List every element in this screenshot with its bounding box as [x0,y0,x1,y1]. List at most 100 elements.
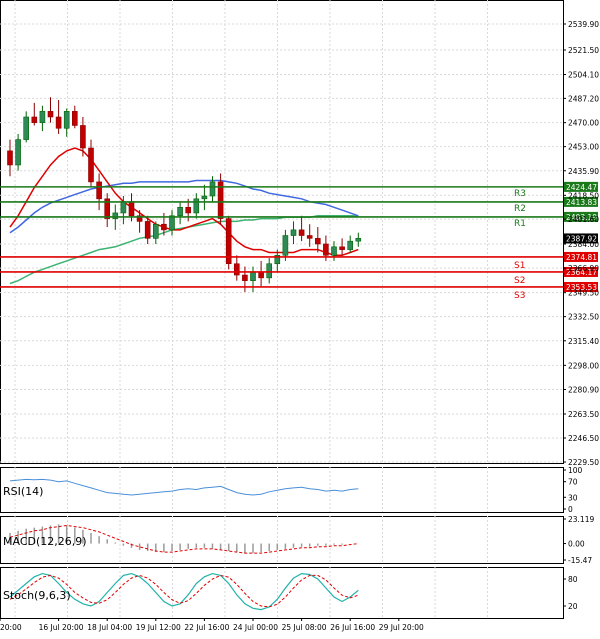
price-tick-label: 2401.60 [568,215,599,224]
price-tick-label: 2470.00 [568,119,599,128]
macd-panel-frame [0,516,564,564]
candle-body [72,111,78,126]
candle-body [177,206,183,217]
price-tick-label: 2521.50 [568,46,599,55]
stoch-k-line [9,572,359,611]
candle-body [55,116,62,129]
candle-body [201,195,208,200]
stoch-d-line [9,574,359,608]
candle-body [290,229,297,236]
level-price-label: 2364.17 [566,268,597,277]
level-name-s2: S2 [514,276,525,286]
level-price-label: 2413.83 [566,198,597,207]
osc-tick-label: 100 [568,466,583,475]
candle-body [209,181,216,197]
last-price-tag [564,233,598,244]
osc-tick-label: 0 [568,505,573,514]
sma-red-line [9,147,359,257]
price-tick-label: 2246.50 [568,434,599,443]
candle-body [314,238,321,245]
candle-body [331,246,337,256]
candle-body [217,181,224,219]
candle-body [161,223,167,231]
level-name-s1: S1 [514,261,525,271]
time-tick-label: 16 Jul 20:00 [39,623,84,632]
candle-body [144,221,151,239]
osc-tick-label: -15.47 [568,556,592,565]
candle-body [169,215,175,231]
price-axis: 2539.90 2521.50 2504.10 2487.20 2470.00 2453.… [563,20,599,467]
level-price-tag [564,181,598,192]
candle-body [234,263,240,276]
candle-body [15,139,21,166]
price-tick-label: 2349.50 [568,289,599,298]
grid-layer [0,0,564,619]
level-price-tag [564,196,598,207]
candle-body [96,181,102,200]
candle-body [7,150,13,166]
candle-body [185,206,191,214]
rsi-panel: 100 70 30 0 RSI(14) [3,466,583,514]
candle-body [39,111,46,123]
candle-body [104,198,110,219]
level-name-r1: R1 [514,219,526,229]
price-panel [7,97,362,292]
time-tick-label: 29 Jul 20:00 [379,623,424,632]
price-tick-label: 2332.50 [568,313,599,322]
candle-body [250,271,256,281]
level-price-tag [564,211,598,222]
candle-body [266,263,273,279]
candle-body [298,229,305,236]
candle-body [258,271,264,279]
sma-blue-line [9,179,359,234]
macd-panel: 23.119 0.00 -15.47 MACD(12,26,9) [3,515,594,565]
candle-body [225,218,232,265]
candle-body [112,212,119,219]
osc-tick-label: 23.119 [568,515,594,524]
macd-signal-line [9,524,359,554]
candle-body [242,274,248,281]
time-tick-label: 20:00 [0,623,22,632]
time-tick-label: 26 Jul 16:00 [330,623,375,632]
candle-body [88,147,94,183]
candle-body [153,223,159,239]
candle-body [136,215,143,222]
osc-tick-label: 70 [568,478,578,487]
time-tick-label: 22 Jul 16:00 [184,623,229,632]
stoch-panel-frame [0,567,564,619]
price-tick-label: 2539.90 [568,20,599,29]
rsi-panel-frame [0,467,564,513]
level-price-label: 2424.47 [566,183,597,192]
candle-body [282,235,289,256]
time-tick-label: 25 Jul 08:00 [282,623,327,632]
candle-body [47,111,54,118]
pivot-levels: R3 2424.47 R2 2413.83 R1 2403.19 S1 2374.81 S2 23… [0,181,598,301]
time-tick-label: 19 Jul 12:00 [136,623,181,632]
price-tick-label: 2280.90 [568,385,599,394]
level-name-r2: R2 [514,204,526,214]
candle-body [80,125,86,149]
price-tick-label: 2435.90 [568,167,599,176]
price-tick-label: 2504.10 [568,71,599,80]
price-tick-label: 2418.50 [568,191,599,200]
candle-body [274,254,281,265]
candle-body [23,116,30,140]
time-tick-label: 24 Jul 00:00 [233,623,278,632]
price-tick-label: 2453.00 [568,143,599,152]
price-tick-label: 2315.40 [568,337,599,346]
last-price-label: 2387.92 [566,234,597,243]
price-tick-label: 2298.00 [568,361,599,370]
candle-body [323,243,329,256]
time-tick-label: 18 Jul 04:00 [87,623,132,632]
rsi-line [9,478,359,496]
price-tick-label: 2229.50 [568,458,599,467]
level-name-r3: R3 [514,189,526,199]
level-price-tag [564,266,598,277]
candle-body [355,238,362,242]
candle-body [120,201,127,214]
time-axis: 20:00 16 Jul 20:00 18 Jul 04:00 19 Jul 12:0… [0,618,424,632]
candle-body [193,198,200,214]
price-panel-frame [0,0,564,464]
